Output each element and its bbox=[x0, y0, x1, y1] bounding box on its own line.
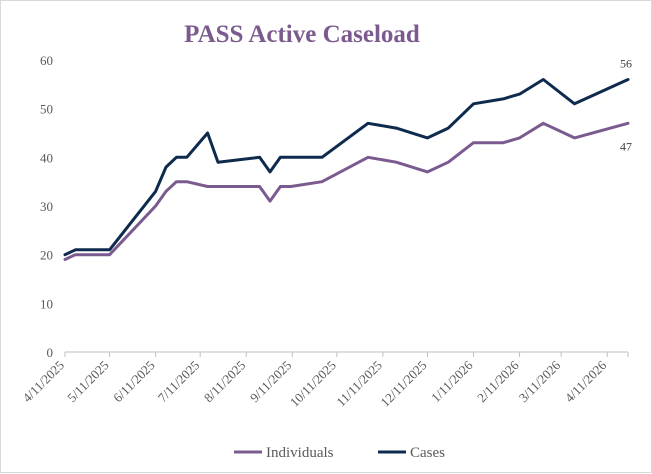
x-tick-label: 2/11/2026 bbox=[474, 357, 522, 405]
series-line-individuals bbox=[63, 121, 630, 261]
series-layer: 47 56 bbox=[63, 56, 632, 261]
x-tick-label: 6/11/2025 bbox=[110, 358, 158, 406]
series-line-cases bbox=[63, 78, 630, 257]
data-label-individuals: 47 bbox=[620, 139, 632, 153]
y-tick-label: 60 bbox=[40, 53, 53, 68]
x-tick-label: 5/11/2025 bbox=[64, 358, 112, 406]
x-tick-label: 7/11/2025 bbox=[155, 358, 203, 406]
y-tick-label: 20 bbox=[40, 248, 53, 263]
y-tick-label: 0 bbox=[47, 345, 54, 360]
y-tick-label: 30 bbox=[40, 199, 53, 214]
y-tick-label: 10 bbox=[40, 296, 53, 311]
x-tick-label: 4/11/2026 bbox=[562, 357, 610, 405]
y-tick-label: 50 bbox=[40, 102, 53, 117]
x-tick-label: 11/11/2025 bbox=[333, 358, 385, 410]
data-label-cases: 56 bbox=[620, 56, 632, 70]
x-tick-label: 4/11/2025 bbox=[20, 358, 68, 406]
x-tick-label: 1/11/2026 bbox=[428, 357, 476, 405]
legend-label-cases: Cases bbox=[410, 445, 445, 461]
x-tick-label: 8/11/2025 bbox=[201, 358, 249, 406]
legend: Individuals Cases bbox=[234, 445, 445, 461]
legend-label-individuals: Individuals bbox=[266, 445, 334, 461]
x-tick-label: 10/11/2025 bbox=[287, 358, 339, 410]
y-tick-label: 40 bbox=[40, 150, 53, 165]
x-tick-label: 12/11/2025 bbox=[377, 358, 429, 410]
x-axis: 4/11/20255/11/20256/11/20257/11/20258/11… bbox=[20, 351, 629, 410]
x-tick-label: 3/11/2026 bbox=[516, 357, 564, 405]
y-axis: 0 10 20 30 40 50 60 bbox=[40, 53, 53, 360]
chart-title: PASS Active Caseload bbox=[184, 21, 420, 48]
